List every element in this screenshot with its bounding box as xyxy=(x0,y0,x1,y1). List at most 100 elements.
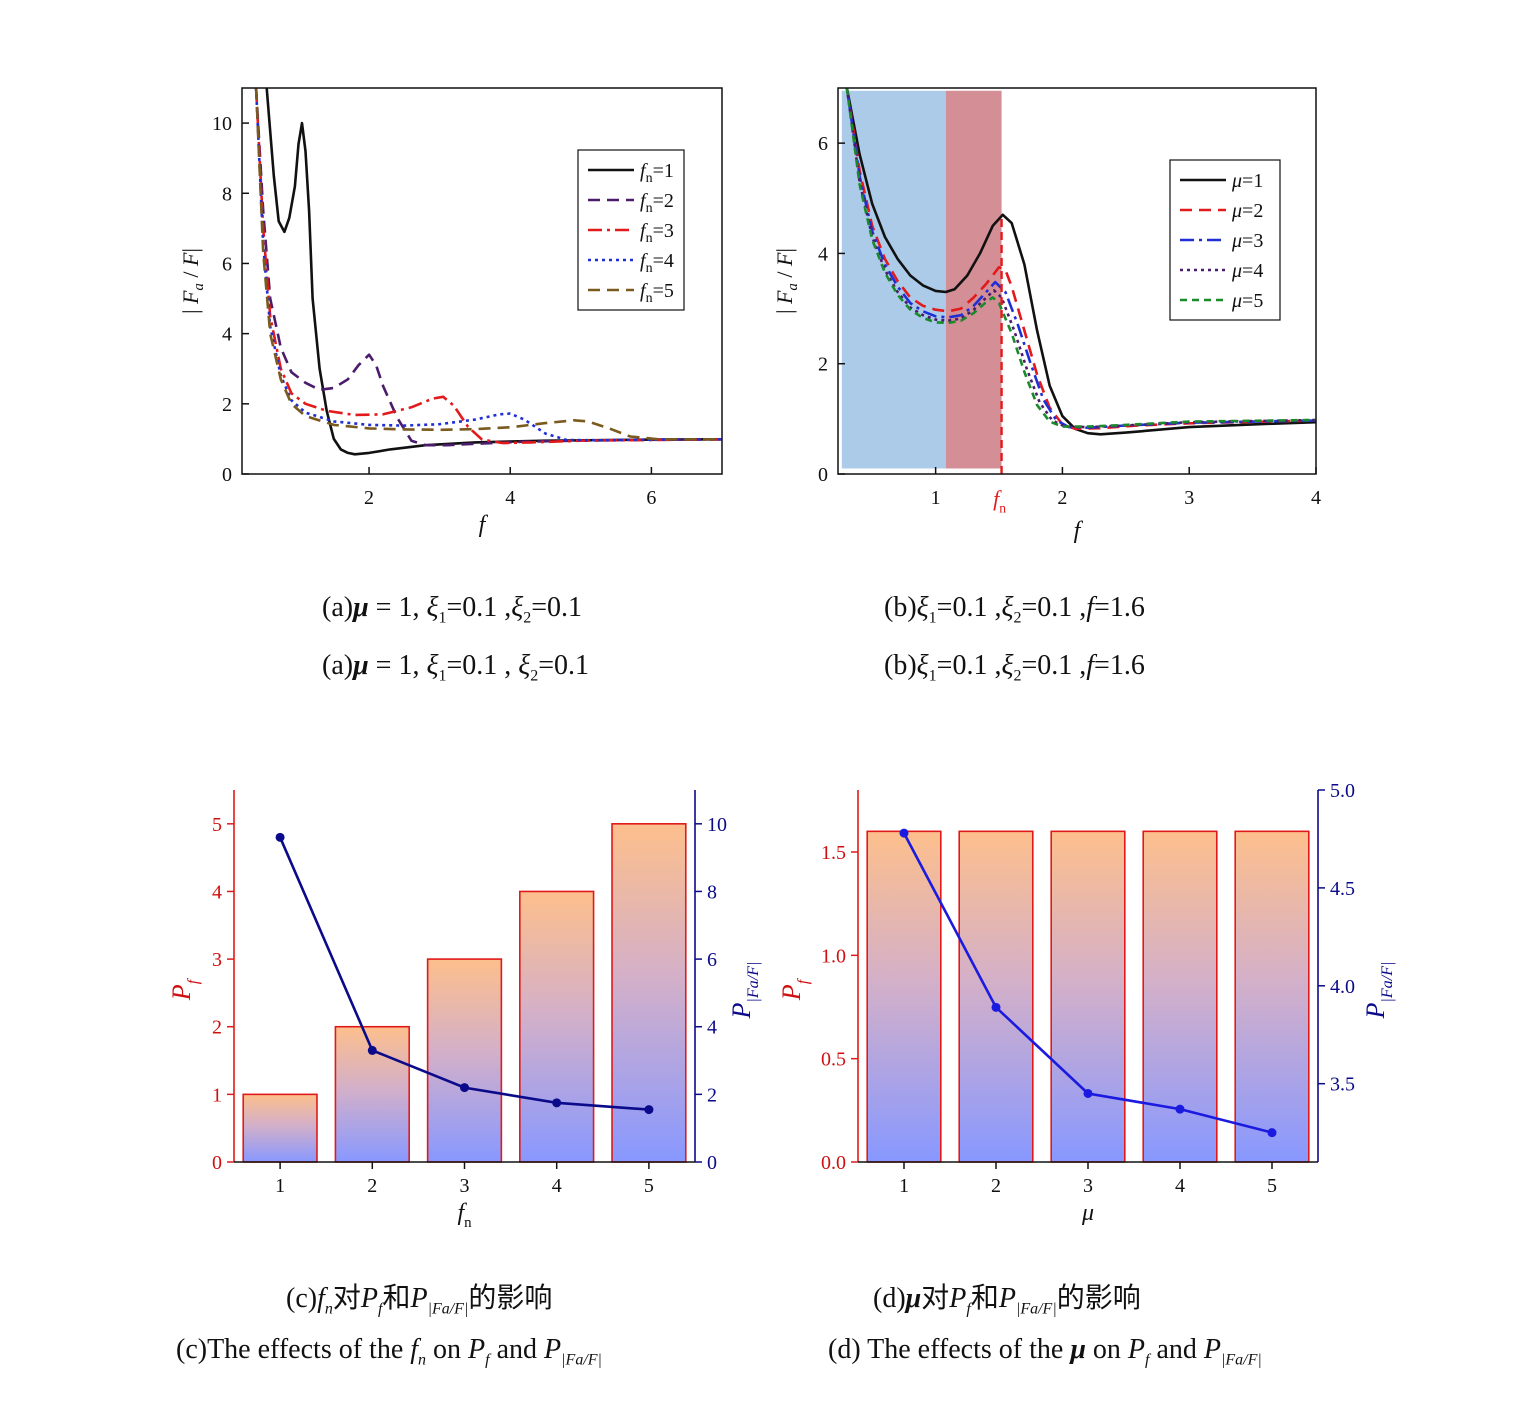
x-tick-label: 3 xyxy=(1184,487,1194,509)
y-tick-label: 8 xyxy=(222,183,232,205)
caption-d-2: (d) The effects of the μ on Pf and P|Fa/… xyxy=(828,1334,1262,1369)
y-tick-label: 6 xyxy=(222,253,232,275)
y-tick-label: 0 xyxy=(212,1152,222,1174)
y-tick-label: 1 xyxy=(212,1084,222,1106)
caption-b-1: (b)ξ1=0.1 ,ξ2=0.1 ,f=1.6 xyxy=(884,592,1145,627)
legend-label-2: fn=2 xyxy=(640,190,674,216)
bar-3 xyxy=(1050,830,1126,1163)
x-tick-label: 4 xyxy=(1311,487,1321,509)
legend-label-5: fn=5 xyxy=(640,280,674,306)
legend-label-1: fn=1 xyxy=(640,160,674,186)
legend-label-2: μ=2 xyxy=(1231,200,1263,222)
series-line-3 xyxy=(845,88,1316,429)
y-right-tick-label: 4.0 xyxy=(1330,976,1355,998)
x-tick-label: 1 xyxy=(275,1175,285,1197)
x-tick-label: 1 xyxy=(899,1175,909,1197)
y-right-axis-label: P|Fa/F| xyxy=(727,962,762,1020)
p-point-1 xyxy=(899,828,909,838)
x-axis-label: μ xyxy=(1081,1200,1094,1226)
y-axis-label: | Fa / F| xyxy=(178,248,207,314)
x-tick-label: 3 xyxy=(460,1175,470,1197)
x-tick-label: 5 xyxy=(1267,1175,1277,1197)
legend-label-5: μ=5 xyxy=(1231,290,1263,312)
p-point-5 xyxy=(644,1105,654,1115)
x-tick-label: 2 xyxy=(364,487,374,509)
caption-c-2: (c)The effects of the fn on Pf and P|Fa/… xyxy=(176,1334,602,1369)
bar-1 xyxy=(242,1093,318,1163)
y-tick-label: 3 xyxy=(212,949,222,971)
y-right-tick-label: 4.5 xyxy=(1330,878,1355,900)
x-tick-label: 6 xyxy=(646,487,656,509)
caption-b-2: (b)ξ1=0.1 ,ξ2=0.1 ,f=1.6 xyxy=(884,650,1145,685)
legend-label-3: μ=3 xyxy=(1231,230,1263,252)
series-line-4 xyxy=(845,88,1316,429)
y-tick-label: 4 xyxy=(222,324,232,346)
y-right-tick-label: 10 xyxy=(707,814,727,836)
y-tick-label: 1.5 xyxy=(821,842,846,864)
chart-c: 1 2 3 4 5 0 1 2 3 4 5 0 2 4 6 8 10 fn Pf P|Fa/F| xyxy=(167,790,762,1231)
y-right-tick-label: 5.0 xyxy=(1330,780,1355,802)
y-axis-label: Pf xyxy=(777,977,812,1001)
series-line-3 xyxy=(254,88,722,445)
y-right-axis-label: P|Fa/F| xyxy=(1361,962,1396,1020)
y-right-tick-label: 6 xyxy=(707,949,717,971)
series-line-2 xyxy=(254,88,722,447)
x-axis-label: fn xyxy=(457,1200,472,1231)
p-point-2 xyxy=(367,1045,377,1055)
y-right-tick-label: 0 xyxy=(707,1152,717,1174)
y-tick-label: 2 xyxy=(222,394,232,416)
bar-2 xyxy=(958,830,1034,1163)
p-point-3 xyxy=(460,1083,469,1093)
p-point-5 xyxy=(1267,1128,1277,1138)
x-tick-label: 2 xyxy=(991,1175,1001,1197)
p-point-2 xyxy=(991,1002,1001,1012)
chart-d: 1 2 3 4 5 0.0 0.5 1.0 1.5 3.5 4.0 4.5 5.0 μ Pf P|Fa/F| xyxy=(777,780,1396,1226)
legend-label-4: fn=4 xyxy=(640,250,674,276)
p-point-4 xyxy=(552,1098,562,1108)
bar-4 xyxy=(519,890,595,1163)
x-tick-label: 4 xyxy=(505,487,515,509)
y-tick-label: 6 xyxy=(818,133,828,155)
y-tick-label: 5 xyxy=(212,814,222,836)
y-right-tick-label: 3.5 xyxy=(1330,1074,1355,1096)
y-axis-label: Pf xyxy=(167,977,202,1001)
x-tick-label: 1 xyxy=(931,487,941,509)
y-right-tick-label: 2 xyxy=(707,1084,717,1106)
chart-b: fn 1 2 3 4 0 2 4 6 f | Fa / F| μ=1 μ=2 μ=3 μ=4 μ=5 xyxy=(772,87,1321,544)
x-tick-label: 2 xyxy=(367,1175,377,1197)
plot-frame xyxy=(837,87,1317,475)
bar-3 xyxy=(426,958,503,1163)
x-tick-label: 5 xyxy=(644,1175,654,1197)
caption-d-1: (d)μ对Pf和P|Fa/F|的影响 xyxy=(873,1283,1141,1318)
y-tick-label: 4 xyxy=(818,243,828,265)
legend-label-1: μ=1 xyxy=(1231,170,1263,192)
caption-a-1: (a)μ = 1, ξ1=0.1 ,ξ2=0.1 xyxy=(322,592,583,627)
series-line-5 xyxy=(254,88,722,441)
caption-c-1: (c)fn对Pf和P|Fa/F|的影响 xyxy=(286,1283,553,1318)
series-line-5 xyxy=(845,88,1316,428)
fn-tick-label: fn xyxy=(993,486,1006,516)
bar-1 xyxy=(866,830,942,1163)
y-tick-label: 4 xyxy=(212,881,222,903)
p-point-4 xyxy=(1175,1104,1185,1114)
legend-label-4: μ=4 xyxy=(1231,260,1263,282)
y-tick-label: 0.5 xyxy=(821,1049,846,1071)
x-tick-label: 2 xyxy=(1057,487,1067,509)
y-tick-label: 0 xyxy=(222,464,232,486)
legend-label-3: fn=3 xyxy=(640,220,674,246)
shaded-region-2 xyxy=(945,90,1002,469)
chart-a: 2 4 6 0 2 4 6 8 10 f | Fa / F| fn=1 fn=2 fn=3 fn=4 fn=5 xyxy=(178,87,723,538)
y-tick-label: 0 xyxy=(818,464,828,486)
y-tick-label: 2 xyxy=(212,1017,222,1039)
p-point-3 xyxy=(1083,1088,1093,1098)
x-tick-label: 3 xyxy=(1083,1175,1093,1197)
series-line-1 xyxy=(845,88,1316,436)
x-tick-label: 4 xyxy=(552,1175,562,1197)
x-tick-label: 4 xyxy=(1175,1175,1185,1197)
y-tick-label: 1.0 xyxy=(821,945,846,967)
p-point-1 xyxy=(275,832,285,842)
plot-frame xyxy=(241,87,723,475)
y-axis-label: | Fa / F| xyxy=(772,248,801,314)
caption-a-2: (a)μ = 1, ξ1=0.1 , ξ2=0.1 xyxy=(322,650,590,685)
